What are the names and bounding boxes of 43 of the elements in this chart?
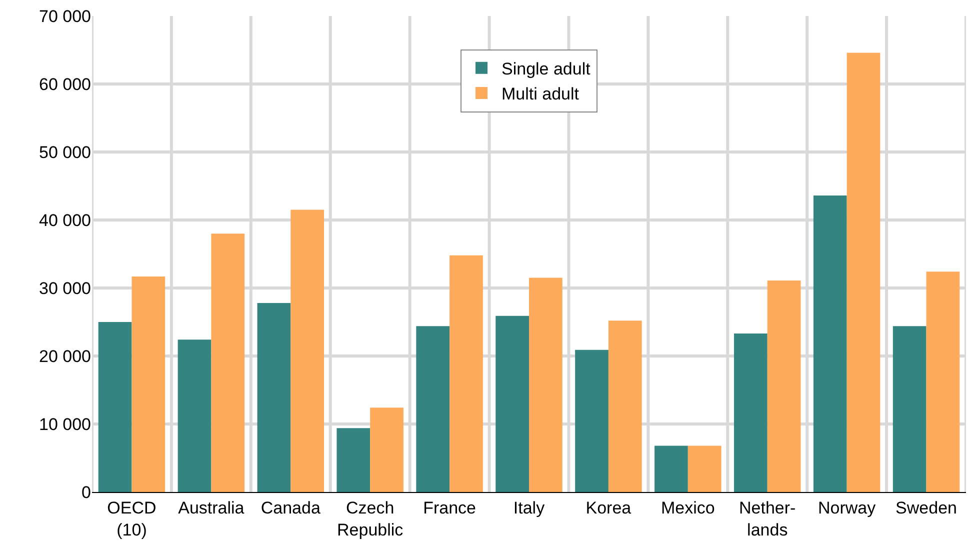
x-tick-label: Czech Republic [337, 498, 404, 540]
bar [450, 255, 483, 492]
x-tick-label: France [423, 498, 476, 518]
y-tick-label: 40 000 [39, 210, 91, 230]
bar [892, 326, 926, 492]
bar [98, 322, 132, 492]
y-tick-label: 70 000 [39, 6, 91, 26]
x-tick-label: Italy [513, 498, 546, 518]
bar [688, 446, 722, 492]
x-tick-label: Mexico [660, 498, 715, 518]
x-tick-label: Australia [178, 498, 245, 518]
bar [336, 428, 370, 492]
bar [529, 278, 562, 492]
legend-label: Single adult [502, 60, 591, 78]
bar [132, 276, 166, 492]
y-tick-label: 60 000 [39, 74, 91, 94]
legend-label: Multi adult [502, 84, 580, 104]
x-tick-label: Canada [260, 498, 321, 518]
bar [767, 280, 801, 492]
x-tick-label: Korea [586, 498, 632, 518]
x-tick-label: OECD (10) [107, 498, 156, 540]
x-tick-label: Norway [818, 498, 876, 518]
bar [211, 234, 245, 492]
y-tick-label: 20 000 [39, 346, 91, 366]
bar [370, 408, 404, 492]
bar [608, 320, 642, 492]
bar [290, 210, 324, 492]
y-tick-label: 0 [82, 482, 91, 502]
y-tick-label: 30 000 [39, 278, 91, 298]
bar [496, 316, 529, 492]
x-tick-label: Nether- lands [739, 498, 796, 540]
bar [257, 302, 291, 492]
bar [178, 340, 212, 492]
bar [734, 334, 768, 492]
x-tick-label: Sweden [896, 498, 957, 518]
bar [813, 196, 847, 492]
bar [654, 446, 688, 492]
bar [846, 52, 880, 492]
bar [575, 350, 608, 492]
y-tick-label: 10 000 [39, 414, 91, 434]
y-tick-label: 50 000 [39, 142, 91, 162]
bar [416, 326, 450, 492]
bar [926, 272, 960, 492]
